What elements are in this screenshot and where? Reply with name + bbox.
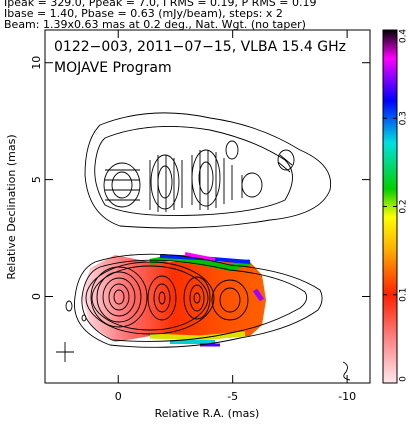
plot-subtitle: MOJAVE Program bbox=[54, 60, 172, 76]
y-tick-label: 5 bbox=[30, 176, 43, 183]
colorbar-tick-label: 0.4 bbox=[399, 29, 409, 44]
header-line: Beam: 1.39x0.63 mas at 0.2 deg., Nat. Wg… bbox=[4, 18, 306, 31]
y-tick-label: 0 bbox=[30, 293, 43, 300]
polarization-contours bbox=[84, 112, 332, 229]
x-tick-label: -10 bbox=[338, 390, 356, 403]
x-tick-label: 0 bbox=[115, 390, 122, 403]
colorbar-tick-label: 0 bbox=[399, 376, 409, 382]
plot-frame bbox=[44, 29, 371, 384]
colorbar-tick-label: 0.2 bbox=[399, 199, 409, 213]
y-axis-label: Relative Declination (mas) bbox=[5, 134, 18, 279]
plot-title: 0122−003, 2011−07−15, VLBA 15.4 GHz bbox=[54, 39, 346, 55]
x-axis-label: Relative R.A. (mas) bbox=[155, 407, 260, 420]
x-tick-label: -5 bbox=[227, 390, 238, 403]
y-tick-label: 10 bbox=[30, 56, 43, 70]
header-line: Ibase = 1.40, Pbase = 0.63 (mJy/beam), s… bbox=[4, 7, 283, 20]
colorbar-tick-label: 0.3 bbox=[399, 111, 409, 125]
intensity-contours bbox=[56, 253, 351, 381]
colorbar-tick-label: 0.1 bbox=[399, 288, 409, 302]
header-line: Ipeak = 329.0, Ppeak = 7.0, I RMS = 0.19… bbox=[4, 0, 317, 9]
